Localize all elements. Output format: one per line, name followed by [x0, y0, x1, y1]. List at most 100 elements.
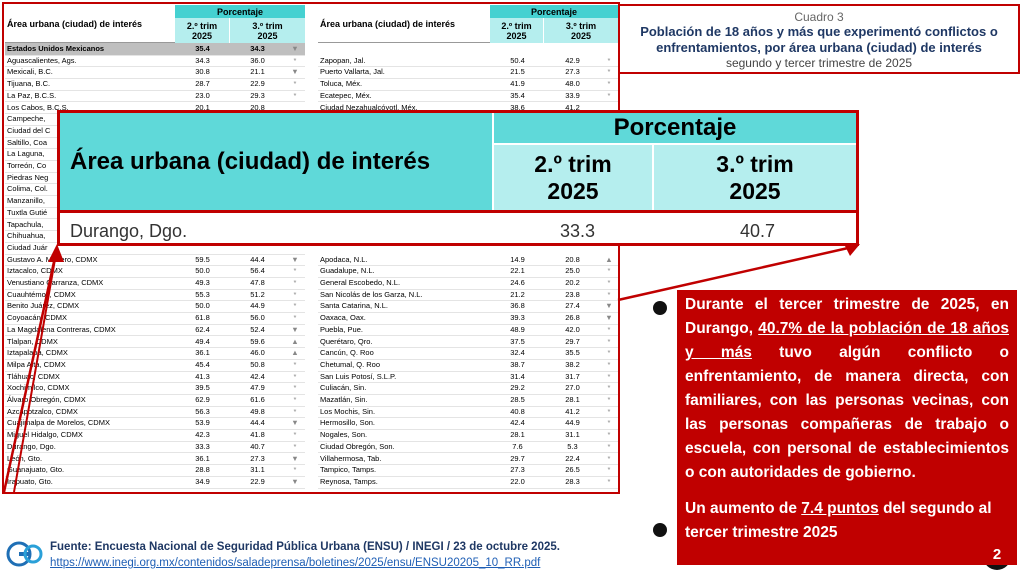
divider — [60, 210, 856, 213]
bullet — [653, 523, 667, 537]
row-label: La Laguna, — [7, 149, 45, 159]
row-label: Piedras Neg — [7, 172, 49, 182]
callout: Durante el tercer trimestre de 2025, en … — [677, 290, 1017, 565]
row-label: La Paz, B.C.S. — [7, 90, 57, 100]
table-cell: * — [293, 465, 297, 475]
table-cell: 27.3 — [565, 67, 580, 77]
zoom-cell: Durango, Dgo. — [70, 221, 188, 241]
table-cell: 38.2 — [565, 359, 580, 369]
table-cell: * — [293, 313, 297, 323]
zoom-box: Área urbana (ciudad) de interés Porcenta… — [57, 110, 859, 246]
table-label: Cuadro 3 — [794, 10, 844, 24]
column-header: Área urbana (ciudad) de interés — [5, 5, 175, 43]
table-row: Oaxaca, Oax. 39.3 26.8 ▼ — [318, 312, 618, 325]
table-cell: 23.8 — [565, 289, 580, 299]
table-cell: 23.0 — [195, 90, 210, 100]
row-label: Villahermosa, Tab. — [320, 453, 382, 463]
row-label: Chihuahua, — [7, 231, 46, 241]
table-cell: * — [607, 465, 611, 475]
table-cell: 21.5 — [510, 67, 525, 77]
arrow-head — [844, 244, 860, 256]
table-row: Aguascalientes, Ags. 34.3 36.0 * — [5, 55, 305, 68]
table-cell: * — [607, 278, 611, 287]
bullet — [653, 301, 667, 315]
table-cell: * — [293, 278, 297, 287]
table-row: Culiacán, Sin. 29.2 27.0 * — [318, 382, 618, 395]
table-cell: * — [607, 79, 611, 89]
row-label: Campeche, — [7, 114, 46, 124]
table-row: Estados Unidos Mexicanos 35.4 34.3 ▼ — [5, 43, 305, 56]
table-cell: 22.9 — [250, 476, 265, 486]
table-cell: ▼ — [291, 254, 299, 264]
row-label: Reynosa, Tamps. — [320, 476, 378, 486]
row-label: Iztapalapa, CDMX — [7, 348, 68, 358]
table-cell: ▲ — [605, 254, 613, 264]
row-label: Puebla, Pue. — [320, 324, 363, 334]
table-cell: 36.8 — [510, 301, 525, 311]
table-row: Reynosa, Tamps. 22.0 28.3 * — [318, 476, 618, 489]
callout-text: tuvo algún conflicto o enfrentamiento, d… — [685, 344, 1010, 481]
column-header: 3.º trim 2025 — [544, 18, 618, 43]
row-label: Cancún, Q. Roo — [320, 348, 374, 358]
table-cell: 42.0 — [565, 324, 580, 334]
table-cell: 28.8 — [195, 465, 210, 475]
row-label: Nogales, Son. — [320, 430, 368, 440]
row-label: Mexicali, B.C. — [7, 67, 53, 77]
table-cell: ▲ — [291, 348, 299, 358]
table-cell: * — [607, 476, 611, 486]
table-row: Villahermosa, Tab. 29.7 22.4 * — [318, 453, 618, 466]
table-cell: 50.4 — [510, 55, 525, 65]
table-cell: 40.8 — [510, 406, 525, 416]
table-cell: 40.7 — [250, 441, 265, 451]
table-row: Xochimilco, CDMX 39.5 47.9 * — [5, 382, 305, 395]
table-row: Irapuato, Gto. 34.9 22.9 ▼ — [5, 476, 305, 489]
table-row: Chetumal, Q. Roo 38.7 38.2 * — [318, 359, 618, 372]
table-cell: 42.9 — [565, 55, 580, 65]
table-cell: 59.5 — [195, 254, 210, 264]
table-cell: 59.6 — [250, 336, 265, 346]
row-label: León, Gto. — [7, 453, 43, 463]
table-row: Nogales, Son. 28.1 31.1 * — [318, 429, 618, 442]
table-row: Tlalpan, CDMX 49.4 59.6 ▲ — [5, 336, 305, 349]
table-cell: 5.3 — [567, 441, 578, 451]
table-row: Zapopan, Jal. 50.4 42.9 * — [318, 55, 618, 68]
table-row: Tijuana, B.C. 28.7 22.9 * — [5, 78, 305, 91]
table-cell: 39.5 — [195, 383, 210, 393]
table-row: Miguel Hidalgo, CDMX 42.3 41.8 * — [5, 429, 305, 442]
row-label: Irapuato, Gto. — [7, 476, 53, 486]
arrow-line — [13, 247, 58, 493]
table-cell: 20.2 — [565, 278, 580, 287]
table-cell: 49.8 — [250, 406, 265, 416]
table-row: Querétaro, Qro. 37.5 29.7 * — [318, 336, 618, 349]
table-cell: * — [607, 348, 611, 358]
row-label: Cuajimalpa de Morelos, CDMX — [7, 418, 110, 428]
row-label: Chetumal, Q. Roo — [320, 359, 381, 369]
row-label: Venustiano Carranza, CDMX — [7, 278, 104, 287]
table-cell: 44.9 — [250, 301, 265, 311]
table-cell: 55.3 — [195, 289, 210, 299]
table-row: Coyoacán, CDMX 61.8 56.0 * — [5, 312, 305, 325]
table-cell: 62.4 — [195, 324, 210, 334]
source-link[interactable]: https://www.inegi.org.mx/contenidos/sala… — [50, 557, 541, 569]
zoom-header: Porcentaje — [494, 113, 856, 143]
row-label: Coyoacán, CDMX — [7, 313, 68, 323]
table-row: Ciudad Juár — [5, 242, 305, 255]
table-cell: 62.9 — [195, 395, 210, 404]
row-label: Culiacán, Sin. — [320, 383, 367, 393]
table-cell: * — [607, 289, 611, 299]
table-cell: 44.4 — [250, 418, 265, 428]
row-label: Tapachula, — [7, 219, 44, 229]
table-cell: 38.6 — [510, 102, 525, 112]
row-label: Durango, Dgo. — [7, 441, 56, 451]
table-cell: 25.0 — [565, 266, 580, 276]
table-cell: 22.9 — [250, 79, 265, 89]
callout-text: Un aumento de — [685, 500, 802, 517]
table-row: Apodaca, N.L. 14.9 20.8 ▲ — [318, 254, 618, 267]
table-cell: 27.4 — [565, 301, 580, 311]
row-label: Ciudad Nezahualcóyotl, Méx. — [320, 102, 418, 112]
table-cell: 53.9 — [195, 418, 210, 428]
table-cell: 31.7 — [565, 371, 580, 381]
row-label: Los Cabos, B.C.S. — [7, 102, 69, 112]
table-row: Guadalupe, N.L. 22.1 25.0 * — [318, 265, 618, 278]
